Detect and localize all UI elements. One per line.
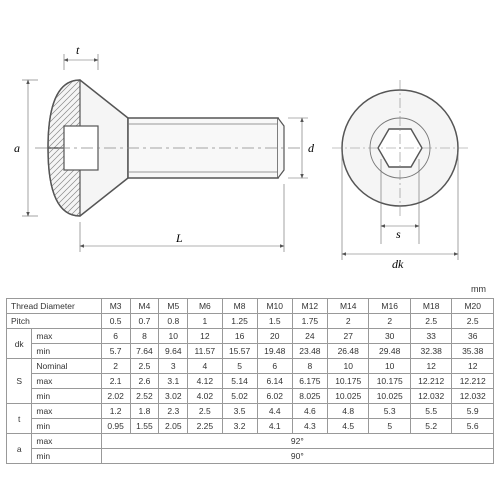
table-pitch-row: Pitch0.50.70.811.251.51.75222.52.5 (7, 314, 494, 329)
technical-drawing: t a d L (0, 0, 500, 300)
table-row: dkmax68101216202427303336 (7, 329, 494, 344)
dim-dk-label: dk (392, 257, 404, 271)
table-row: min5.77.649.6411.5715.5719.4823.4826.482… (7, 344, 494, 359)
dim-t-label: t (76, 43, 80, 57)
table-row: min2.022.523.024.025.026.028.02510.02510… (7, 389, 494, 404)
spec-table: Thread DiameterM3M4M5M6M8M10M12M14M16M18… (6, 298, 500, 464)
table-row: tmax1.21.82.32.53.54.44.64.85.35.55.9 (7, 404, 494, 419)
dim-L-label: L (175, 231, 183, 245)
dim-s-label: s (396, 227, 401, 241)
table-header-row: Thread DiameterM3M4M5M6M8M10M12M14M16M18… (7, 299, 494, 314)
table-row: SNominal22.53456810101212 (7, 359, 494, 374)
top-view: s dk (332, 80, 468, 271)
table-row: min90° (7, 449, 494, 464)
unit-label: mm (471, 284, 486, 294)
table-row: amax92° (7, 434, 494, 449)
table-row: min0.951.552.052.253.24.14.34.555.25.6 (7, 419, 494, 434)
table-row: max2.12.63.14.125.146.146.17510.17510.17… (7, 374, 494, 389)
side-view: t a d L (14, 43, 315, 252)
dim-d-label: d (308, 141, 315, 155)
dim-a-label: a (14, 141, 20, 155)
